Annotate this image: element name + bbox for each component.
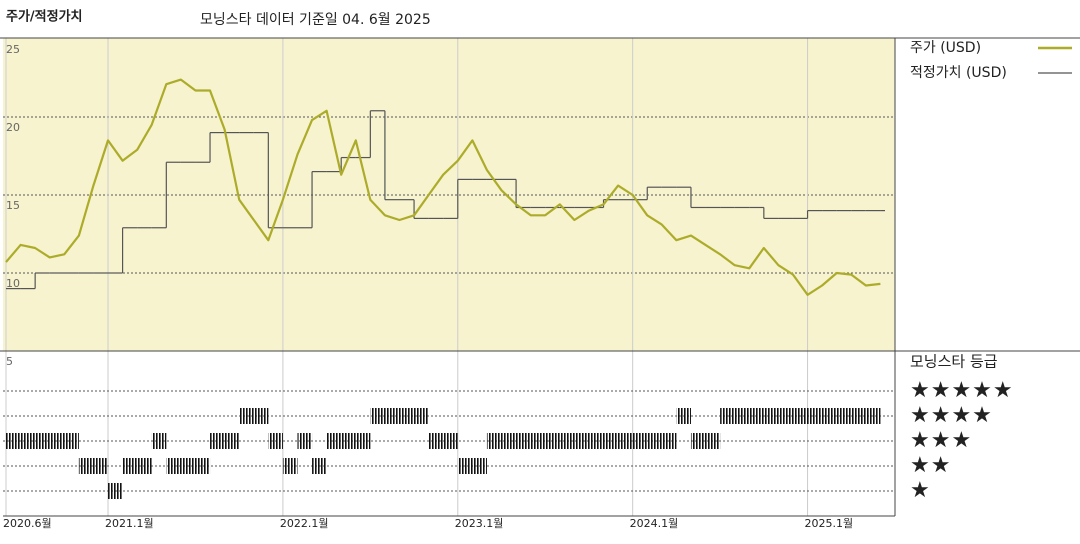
chart-title: 주가/적정가치	[6, 9, 83, 25]
rating-bar	[108, 483, 123, 499]
rating-legend-label: ★★★★	[910, 403, 993, 428]
x-tick-label: 2024.1월	[630, 517, 679, 530]
rating-bar	[282, 458, 298, 474]
rating-bar	[6, 433, 79, 449]
rating-bar	[239, 408, 269, 424]
rating-bar	[122, 458, 152, 474]
rating-bar	[312, 458, 327, 474]
rating-bar	[676, 408, 691, 424]
rating-bar	[151, 433, 167, 449]
rating-legend-label: ★★★	[910, 428, 972, 453]
rating-legend-label: ★	[910, 478, 931, 503]
rating-bar	[268, 433, 283, 449]
y-tick-label: 25	[6, 43, 20, 56]
x-tick-label: 2021.1월	[105, 517, 154, 530]
price-line	[5, 78, 881, 296]
x-tick-label: 2020.6월	[3, 517, 52, 530]
rating-bar	[428, 433, 458, 449]
rating-bar	[297, 433, 313, 449]
rating-bar	[720, 408, 881, 424]
rating-legend-label: ★★★★★	[910, 378, 1014, 403]
x-tick-label: 2023.1월	[455, 517, 504, 530]
rating-bar	[486, 433, 677, 449]
y-tick-label: 20	[6, 121, 20, 134]
rating-bar	[166, 458, 211, 474]
rating-bar	[690, 433, 721, 449]
rating-bar	[210, 433, 240, 449]
legend-label: 적정가치 (USD)	[910, 65, 1007, 81]
legend-label: 주가 (USD)	[910, 40, 981, 56]
rating-bar	[457, 458, 487, 474]
rating-title: 모닝스타 등급	[910, 353, 998, 371]
marks	[5, 78, 885, 499]
y-tick-label: 10	[6, 277, 20, 290]
rating-bar	[326, 433, 371, 449]
rating-bar	[78, 458, 109, 474]
x-tick-label: 2025.1월	[805, 517, 854, 530]
rating-bar	[370, 408, 429, 424]
y-tick-label: 5	[6, 355, 13, 368]
frame	[0, 37, 1080, 517]
chart-subtitle: 모닝스타 데이터 기준일 04. 6월 2025	[200, 12, 431, 28]
x-tick-label: 2022.1월	[280, 517, 329, 530]
y-tick-label: 15	[6, 199, 20, 212]
rating-legend-label: ★★	[910, 453, 951, 478]
